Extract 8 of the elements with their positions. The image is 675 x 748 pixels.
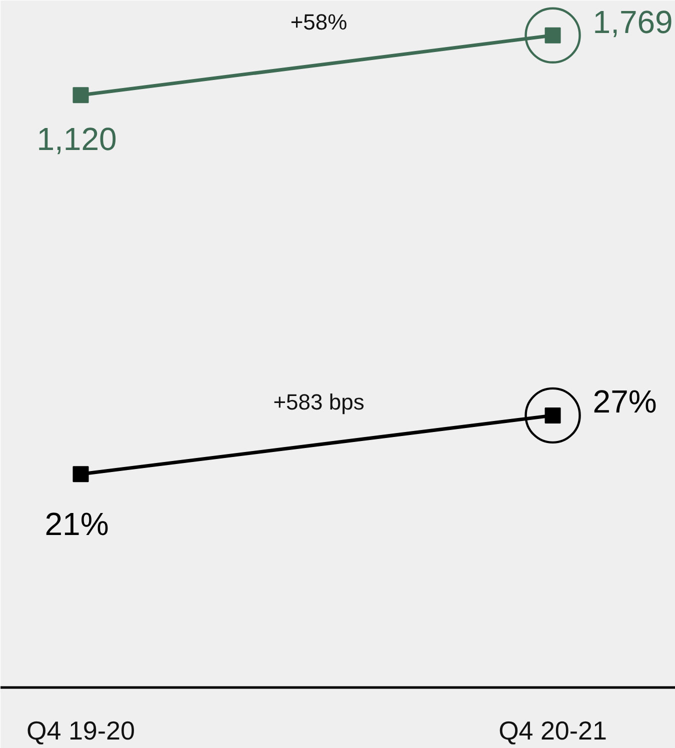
x-tick-label: Q4 19-20 [26, 716, 135, 746]
data-label: 1,120 [36, 121, 117, 158]
x-tick-label: Q4 20-21 [498, 716, 607, 746]
data-label: 1,769 [592, 4, 673, 40]
data-label: 21% [44, 506, 109, 542]
annotation: +583 bps [273, 389, 364, 414]
annotation: +58% [290, 10, 348, 35]
data-label: 27% [592, 383, 657, 420]
